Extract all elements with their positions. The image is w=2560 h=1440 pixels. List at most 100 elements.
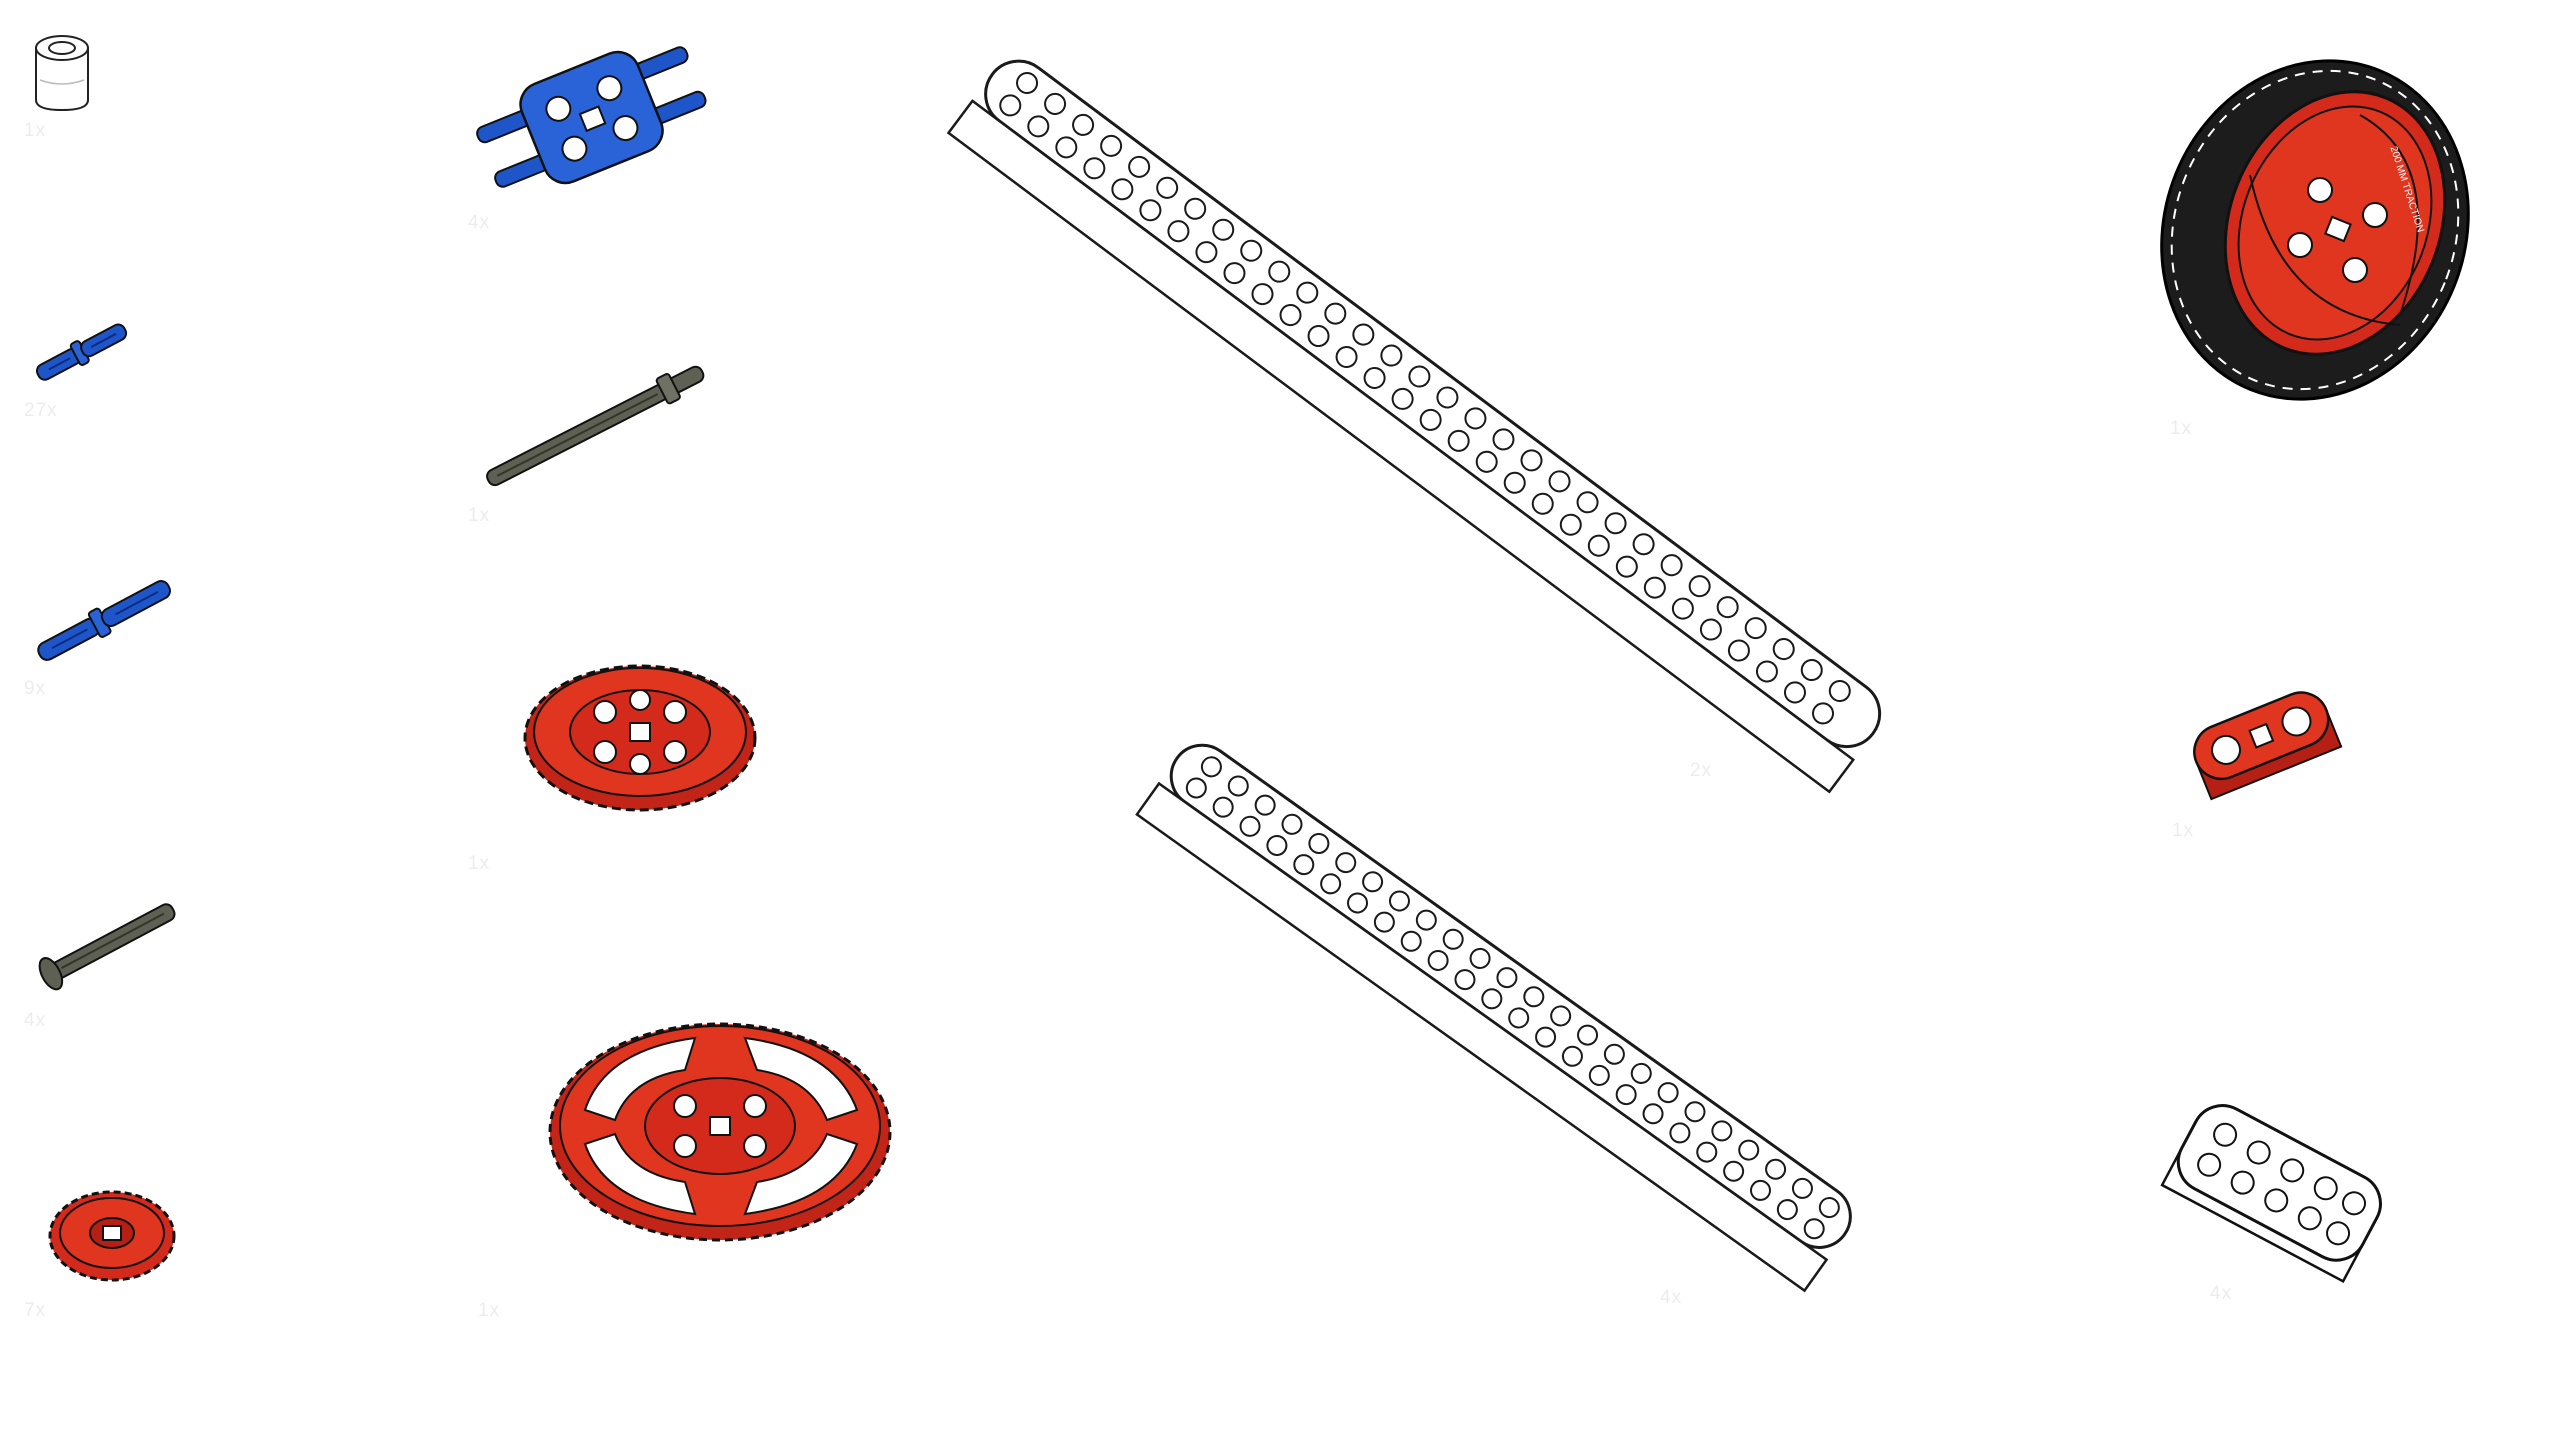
long-pin-part: [25, 570, 185, 670]
beam-hole: [1561, 1045, 1583, 1067]
beam-hole: [1308, 832, 1330, 854]
beam-hole: [1454, 969, 1476, 991]
long-connector-pin-icon: [37, 580, 171, 661]
short-beam-part: [2160, 1080, 2430, 1283]
short-pin-qty: 27x: [24, 400, 58, 421]
beam-hole: [1727, 639, 1750, 662]
beam-hole: [1755, 660, 1778, 683]
long-axle-icon: [486, 365, 705, 487]
short-beam-qty: 4x: [2210, 1283, 2233, 1304]
beam-hole: [1268, 260, 1291, 283]
beam-hole: [1660, 554, 1683, 577]
beam-hole: [1588, 1064, 1610, 1086]
beam-hole: [1765, 1158, 1787, 1180]
beam-hole: [1072, 113, 1095, 136]
beam-hole: [1548, 470, 1571, 493]
beam-hole: [1335, 345, 1358, 368]
beam-hole: [1615, 1084, 1637, 1106]
beam-hole: [1128, 155, 1151, 178]
beam-hole: [1380, 344, 1403, 367]
beam-hole: [1744, 617, 1767, 640]
beam-hole: [1347, 892, 1369, 914]
long-beam-icon: [946, 59, 1882, 794]
beam-hole: [1711, 1120, 1733, 1142]
beam-hole: [1587, 534, 1610, 557]
beam-hole: [1027, 115, 1050, 138]
beam-hole: [1266, 834, 1288, 856]
beam-hole: [1408, 365, 1431, 388]
beam-hole: [1254, 794, 1276, 816]
beam-hole: [1671, 597, 1694, 620]
beam-hole: [1603, 1043, 1625, 1065]
beam-hole: [1307, 325, 1330, 348]
beam-hole: [1352, 323, 1375, 346]
short-beam-icon: [2160, 1104, 2382, 1283]
beam-hole: [1195, 241, 1218, 264]
beam-hole: [1576, 491, 1599, 514]
red-link-part: [2185, 680, 2345, 810]
beam-hole: [1669, 1122, 1691, 1144]
beam-hole: [1492, 428, 1515, 451]
beam-hole: [1363, 366, 1386, 389]
beam-hole: [1055, 136, 1078, 159]
beam-hole: [1442, 928, 1464, 950]
beam-hole: [1373, 911, 1395, 933]
beam-hole: [1803, 1218, 1825, 1240]
beam-hole: [1279, 304, 1302, 327]
beam-hole: [1436, 386, 1459, 409]
wheel-part: 200 MM TRACTION: [2150, 55, 2480, 405]
beam-hole: [1240, 239, 1263, 262]
beam-hole: [1481, 988, 1503, 1010]
beam-hole: [1642, 1103, 1664, 1125]
red-link-icon: [2193, 691, 2343, 801]
medium-gear-part: [520, 650, 760, 815]
beam-hole: [1419, 408, 1442, 431]
beam-hole: [1577, 1024, 1599, 1046]
beam-hole: [1508, 1007, 1530, 1029]
long-axle-part: [470, 355, 725, 495]
beam-hole: [1044, 92, 1067, 115]
wheel-icon: [2160, 59, 2470, 401]
beam-hole: [1723, 1160, 1745, 1182]
medium-beam-part: [1135, 725, 1880, 1295]
beam-hole: [1415, 909, 1437, 931]
beam-hole: [1362, 871, 1384, 893]
beam-hole: [1818, 1197, 1840, 1219]
beam-hole: [1251, 283, 1274, 306]
bushing-qty: 1x: [24, 120, 47, 141]
short-axle-qty: 4x: [24, 1010, 47, 1031]
beam-hole: [1296, 281, 1319, 304]
beam-hole: [1643, 576, 1666, 599]
short-pin-part: [25, 315, 140, 390]
beam-hole: [1469, 947, 1491, 969]
beam-hole: [1212, 796, 1234, 818]
beam-hole: [1772, 638, 1795, 661]
medium-gear-icon: [523, 664, 757, 812]
beam-hole: [999, 94, 1022, 117]
beam-hole: [1632, 533, 1655, 556]
beam-hole: [1749, 1179, 1771, 1201]
beam-hole: [1184, 197, 1207, 220]
beam-hole: [1531, 492, 1554, 515]
beam-hole: [1812, 702, 1835, 725]
short-connector-pin-icon: [35, 323, 128, 381]
beam-hole: [1212, 218, 1235, 241]
bushing-icon: [35, 35, 89, 112]
short-axle-icon: [38, 903, 176, 991]
beam-hole: [1388, 890, 1410, 912]
beam-hole: [1716, 596, 1739, 619]
small-gear-icon: [48, 1190, 176, 1282]
dual-pin-connector-icon: [476, 46, 707, 188]
beam-holes: [999, 71, 1851, 725]
beam-hole: [1320, 873, 1342, 895]
beam-hole: [1791, 1177, 1813, 1199]
beam-hole: [1185, 777, 1207, 799]
dual-pin-block-part: [470, 45, 715, 195]
medium-beam-icon: [1135, 743, 1852, 1293]
long-pin-qty: 9x: [24, 678, 47, 699]
large-gear-icon: [548, 1022, 892, 1242]
beam-hole: [1391, 387, 1414, 410]
long-beam-part: [946, 40, 1920, 794]
beam-hole: [1400, 930, 1422, 952]
beam-hole: [1604, 512, 1627, 535]
